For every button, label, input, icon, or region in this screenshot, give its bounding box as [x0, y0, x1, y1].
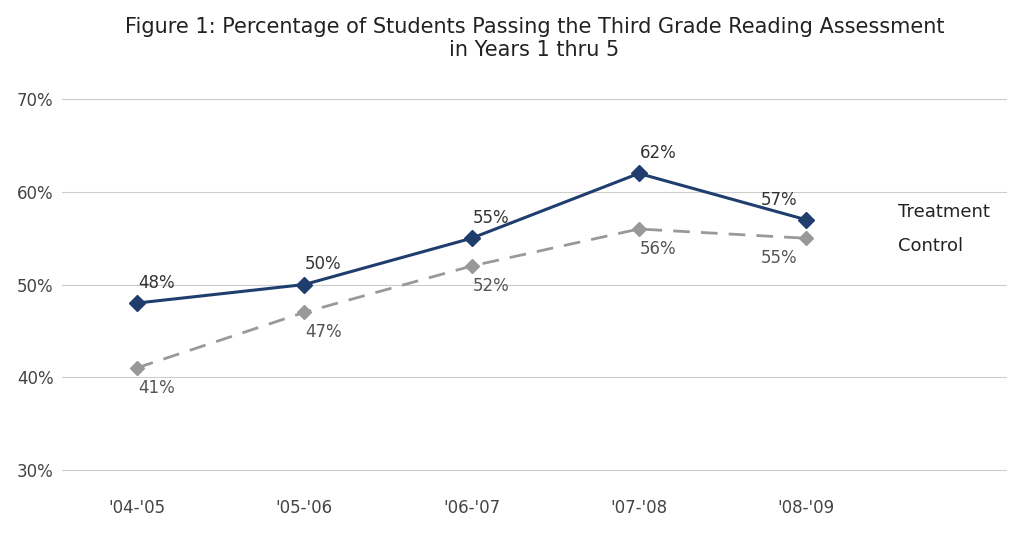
Text: 41%: 41% — [138, 379, 175, 397]
Text: 62%: 62% — [640, 144, 677, 162]
Text: 50%: 50% — [305, 255, 342, 273]
Text: 52%: 52% — [472, 277, 509, 295]
Title: Figure 1: Percentage of Students Passing the Third Grade Reading Assessment
in Y: Figure 1: Percentage of Students Passing… — [125, 17, 944, 60]
Text: Control: Control — [898, 237, 964, 255]
Text: 57%: 57% — [761, 191, 798, 209]
Text: 48%: 48% — [138, 274, 174, 292]
Text: 55%: 55% — [761, 249, 798, 268]
Text: 56%: 56% — [640, 240, 676, 258]
Text: 47%: 47% — [305, 324, 342, 341]
Text: 55%: 55% — [472, 209, 509, 227]
Text: Treatment: Treatment — [898, 203, 990, 221]
